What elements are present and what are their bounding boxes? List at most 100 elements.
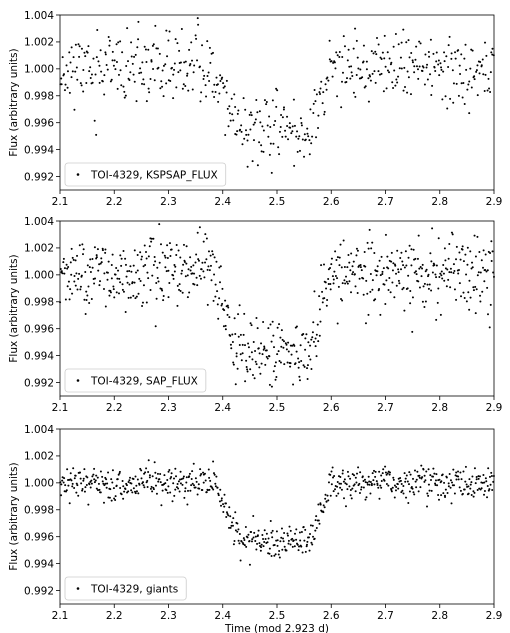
data-point <box>440 66 443 69</box>
data-point <box>194 477 197 480</box>
data-point <box>125 484 128 487</box>
data-point <box>393 69 396 72</box>
data-point <box>429 252 432 255</box>
data-point <box>121 283 124 286</box>
data-point <box>458 282 461 285</box>
data-point <box>256 164 259 167</box>
x-tick-label: 2.9 <box>486 196 503 208</box>
data-point <box>164 63 167 66</box>
data-point <box>104 482 107 485</box>
data-point <box>307 135 310 138</box>
data-point <box>179 289 182 292</box>
data-point <box>415 478 418 481</box>
data-point <box>313 537 316 540</box>
data-point <box>479 60 482 63</box>
data-point <box>276 89 279 92</box>
data-point <box>430 289 433 292</box>
data-point <box>70 247 73 250</box>
data-point <box>268 153 271 156</box>
data-point <box>370 247 373 250</box>
data-point <box>183 496 186 499</box>
data-point <box>229 334 232 337</box>
data-point <box>282 540 285 543</box>
data-point <box>121 288 124 291</box>
data-point <box>147 87 150 90</box>
data-point <box>429 474 432 477</box>
data-point <box>297 549 300 552</box>
data-point <box>152 43 155 46</box>
data-point <box>135 295 138 298</box>
data-point <box>291 130 294 133</box>
data-point <box>421 300 424 303</box>
data-point <box>99 49 102 52</box>
data-point <box>116 87 119 90</box>
data-point <box>137 292 140 295</box>
data-point <box>216 290 219 293</box>
data-point <box>66 267 69 270</box>
data-point <box>277 553 280 556</box>
data-point <box>416 257 419 260</box>
data-point <box>234 383 237 386</box>
data-point <box>309 108 312 111</box>
data-point <box>297 366 300 369</box>
data-point <box>466 263 469 266</box>
data-point <box>379 56 382 59</box>
data-point <box>270 171 273 174</box>
data-point <box>169 254 172 257</box>
data-point <box>315 136 318 139</box>
data-point <box>394 489 397 492</box>
data-point <box>175 486 178 489</box>
data-point <box>250 540 253 543</box>
data-point <box>87 285 90 288</box>
data-point <box>472 490 475 493</box>
data-point <box>161 289 164 292</box>
data-point <box>338 482 341 485</box>
data-point <box>66 468 69 471</box>
data-point <box>104 251 107 254</box>
data-point <box>362 293 365 296</box>
data-point <box>181 291 184 294</box>
data-point <box>384 303 387 306</box>
data-point <box>146 271 149 274</box>
data-point <box>224 328 227 331</box>
data-point <box>142 78 145 81</box>
data-point <box>356 249 359 252</box>
data-point <box>455 478 458 481</box>
data-point <box>167 269 170 272</box>
data-point <box>298 149 301 152</box>
data-point <box>471 261 474 264</box>
data-point <box>321 102 324 105</box>
data-point <box>271 529 274 532</box>
data-point <box>403 66 406 69</box>
data-point <box>271 320 274 323</box>
data-point <box>321 290 324 293</box>
data-point <box>434 483 437 486</box>
data-point <box>132 264 135 267</box>
data-point <box>476 94 479 97</box>
data-point <box>243 137 246 140</box>
data-point <box>175 253 178 256</box>
data-point <box>94 73 97 76</box>
data-point <box>311 336 314 339</box>
data-point <box>400 67 403 70</box>
data-point <box>465 483 468 486</box>
data-point <box>268 383 271 386</box>
data-point <box>323 110 326 113</box>
data-point <box>289 126 292 129</box>
data-point <box>422 66 425 69</box>
y-tick-label: 0.996 <box>24 323 54 335</box>
data-point <box>248 355 251 358</box>
data-point <box>62 261 65 264</box>
data-point <box>74 284 77 287</box>
data-point <box>460 82 463 85</box>
data-point <box>280 345 283 348</box>
data-point <box>255 317 258 320</box>
data-point <box>179 478 182 481</box>
data-point <box>127 296 130 299</box>
data-point <box>462 470 465 473</box>
data-point <box>157 480 160 483</box>
data-point <box>225 79 228 82</box>
data-point <box>302 332 305 335</box>
data-point <box>179 61 182 64</box>
data-point <box>93 481 96 484</box>
